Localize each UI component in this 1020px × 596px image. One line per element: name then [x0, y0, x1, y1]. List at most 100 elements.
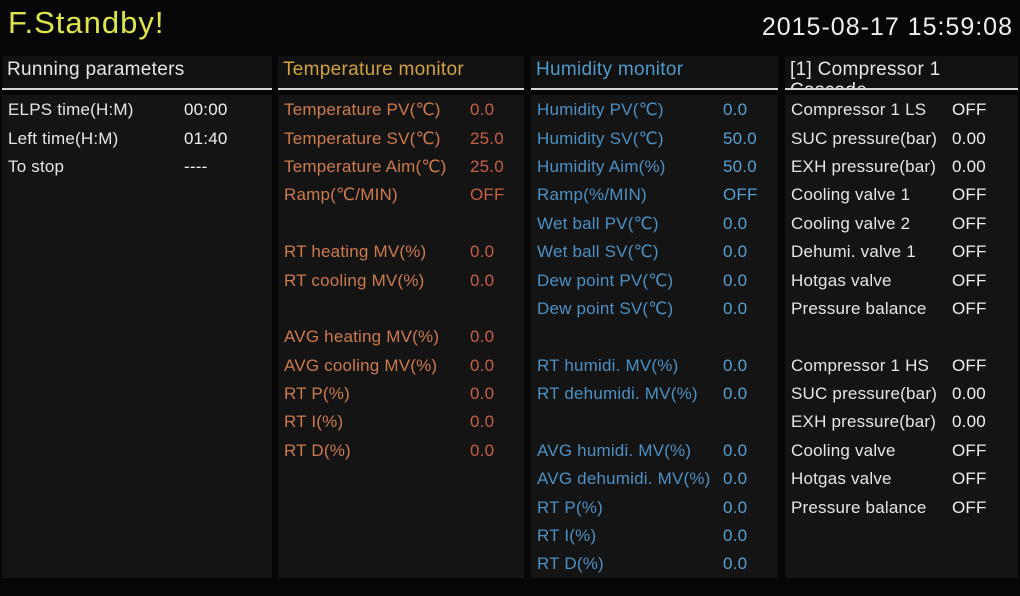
param-label: SUC pressure(bar) — [791, 128, 938, 148]
param-label: Dew point PV(℃) — [537, 270, 674, 290]
param-value: 50.0 — [723, 156, 757, 176]
param-row: RT cooling MV(%) 0.0 — [278, 266, 524, 294]
param-row: EXH pressure(bar) 0.00 — [785, 408, 1018, 436]
param-row: RT humidi. MV(%) 0.0 — [531, 352, 778, 380]
param-value: 0.00 — [952, 156, 986, 176]
param-label: AVG dehumidi. MV(%) — [537, 469, 711, 489]
param-value: 25.0 — [470, 128, 504, 148]
param-row: RT P(%) 0.0 — [531, 493, 778, 521]
param-value: 25.0 — [470, 156, 504, 176]
param-label: RT dehumidi. MV(%) — [537, 384, 698, 404]
spacer-row — [278, 210, 524, 238]
param-row: Hotgas valve OFF — [785, 465, 1018, 493]
param-row: Temperature PV(℃) 0.0 — [278, 96, 524, 124]
param-value: 0.0 — [723, 242, 748, 262]
param-value: 0.0 — [723, 213, 748, 233]
param-label: RT P(%) — [284, 384, 350, 404]
param-label: ELPS time(H:M) — [8, 100, 134, 120]
spacer-row — [531, 323, 778, 351]
param-value: 0.0 — [723, 440, 748, 460]
param-value: OFF — [952, 298, 987, 318]
spacer-row — [278, 295, 524, 323]
param-label: Ramp(%/MIN) — [537, 185, 647, 205]
param-row: Temperature Aim(℃) 25.0 — [278, 153, 524, 181]
param-value: 0.0 — [723, 270, 748, 290]
param-row: AVG dehumidi. MV(%) 0.0 — [531, 465, 778, 493]
panel-title: Running parameters — [7, 59, 185, 80]
panel-temperature-monitor: Temperature PV(℃) 0.0 Temperature SV(℃) 25.… — [278, 95, 524, 578]
param-row: Humidity SV(℃) 50.0 — [531, 124, 778, 152]
param-label: Temperature PV(℃) — [284, 100, 441, 120]
param-row: Humidity PV(℃) 0.0 — [531, 96, 778, 124]
param-value: 01:40 — [184, 128, 228, 148]
param-label: Wet ball PV(℃) — [537, 213, 659, 233]
param-value: OFF — [723, 185, 758, 205]
param-row: Cooling valve 2 OFF — [785, 210, 1018, 238]
param-row: RT dehumidi. MV(%) 0.0 — [531, 380, 778, 408]
param-row: Dew point PV(℃) 0.0 — [531, 266, 778, 294]
param-value: OFF — [952, 185, 987, 205]
param-value: OFF — [952, 270, 987, 290]
param-label: RT cooling MV(%) — [284, 270, 425, 290]
param-row: To stop ---- — [2, 153, 272, 181]
param-label: Wet ball SV(℃) — [537, 242, 659, 262]
panel-running-parameters: ELPS time(H:M) 00:00 Left time(H:M) 01:40 To… — [2, 95, 272, 578]
param-label: Cooling valve 1 — [791, 185, 911, 205]
param-row: Compressor 1 HS OFF — [785, 352, 1018, 380]
param-value: 0.0 — [470, 327, 495, 347]
param-label: RT humidi. MV(%) — [537, 355, 679, 375]
param-value: 0.0 — [470, 384, 495, 404]
param-label: Dehumi. valve 1 — [791, 242, 916, 262]
param-row: Ramp(%/MIN) OFF — [531, 181, 778, 209]
param-value: 0.0 — [723, 298, 748, 318]
param-label: Cooling valve — [791, 440, 896, 460]
param-label: To stop — [8, 156, 65, 176]
param-row: RT heating MV(%) 0.0 — [278, 238, 524, 266]
param-value: 0.00 — [952, 128, 986, 148]
param-row: SUC pressure(bar) 0.00 — [785, 124, 1018, 152]
param-row: Left time(H:M) 01:40 — [2, 124, 272, 152]
panel-header-running-parameters: Running parameters — [2, 56, 272, 90]
param-label: EXH pressure(bar) — [791, 156, 937, 176]
param-row: RT P(%) 0.0 — [278, 380, 524, 408]
param-row: AVG humidi. MV(%) 0.0 — [531, 437, 778, 465]
param-value: 0.0 — [723, 384, 748, 404]
param-label: EXH pressure(bar) — [791, 412, 937, 432]
param-row: EXH pressure(bar) 0.00 — [785, 153, 1018, 181]
panel-title: Temperature monitor — [283, 59, 464, 80]
param-label: AVG cooling MV(%) — [284, 355, 438, 375]
param-value: OFF — [952, 469, 987, 489]
param-value: 0.0 — [723, 100, 748, 120]
machine-status-label: F.Standby! — [8, 5, 165, 40]
param-row: RT I(%) 0.0 — [531, 522, 778, 550]
param-value: OFF — [952, 497, 987, 517]
param-row: RT D(%) 0.0 — [278, 437, 524, 465]
param-label: Humidity Aim(%) — [537, 156, 666, 176]
param-row: Wet ball SV(℃) 0.0 — [531, 238, 778, 266]
param-value: ---- — [184, 156, 208, 176]
param-label: Dew point SV(℃) — [537, 298, 674, 318]
param-row: Dehumi. valve 1 OFF — [785, 238, 1018, 266]
param-value: 0.0 — [470, 355, 495, 375]
param-label: Pressure balance — [791, 298, 927, 318]
param-value: 0.0 — [470, 100, 495, 120]
param-label: Ramp(℃/MIN) — [284, 185, 398, 205]
param-row: ELPS time(H:M) 00:00 — [2, 96, 272, 124]
param-value: 0.0 — [723, 554, 748, 574]
spacer-row — [785, 323, 1018, 351]
datetime-display: 2015-08-17 15:59:08 — [761, 13, 1013, 41]
param-label: AVG heating MV(%) — [284, 327, 440, 347]
param-row: RT D(%) 0.0 — [531, 550, 778, 578]
param-label: RT I(%) — [537, 526, 597, 546]
panel-header-humidity-monitor: Humidity monitor — [531, 56, 778, 90]
param-row: Pressure balance OFF — [785, 295, 1018, 323]
panel-title: [1] Compressor 1 Cascade — [790, 59, 941, 88]
param-label: Temperature SV(℃) — [284, 128, 441, 148]
param-row: Ramp(℃/MIN) OFF — [278, 181, 524, 209]
panel-header-compressor-cascade: [1] Compressor 1 Cascade — [785, 56, 1018, 90]
param-label: Humidity PV(℃) — [537, 100, 664, 120]
param-value: 0.0 — [723, 355, 748, 375]
param-value: OFF — [470, 185, 505, 205]
param-label: Left time(H:M) — [8, 128, 119, 148]
